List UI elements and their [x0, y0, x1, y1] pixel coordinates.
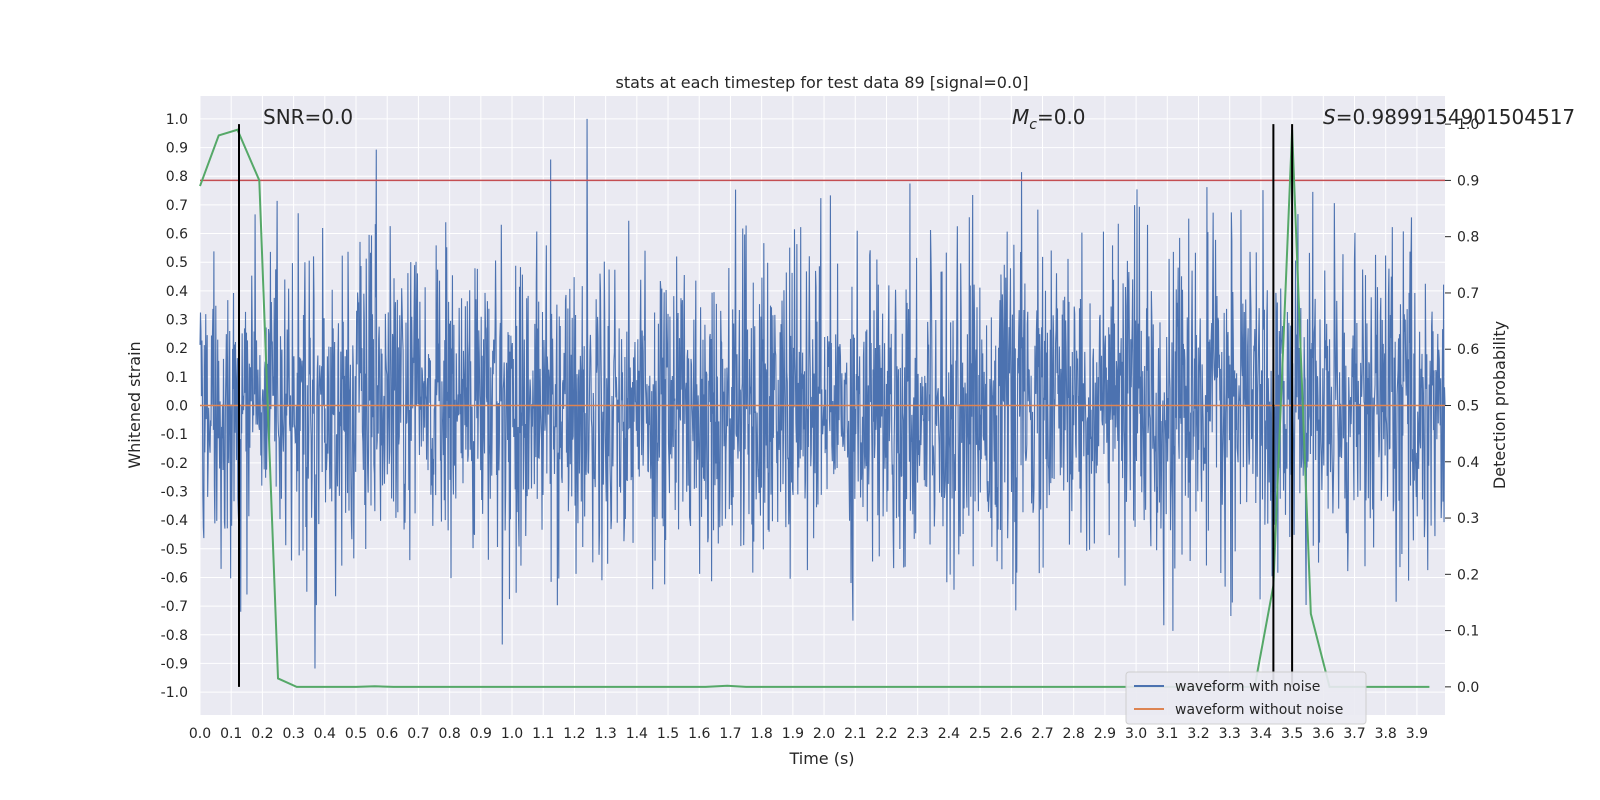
x-tick-label: 1.5 [657, 726, 679, 742]
legend: waveform with noise waveform without noi… [1125, 671, 1367, 725]
y-right-tick-label: 0.6 [1457, 342, 1479, 358]
x-tick-label: 1.2 [563, 726, 585, 742]
y-tick-label: -0.4 [161, 513, 188, 529]
x-tick-label: 2.4 [938, 726, 960, 742]
mc-value: =0.0 [1037, 105, 1086, 129]
y-tick-label: 0.1 [166, 370, 188, 386]
x-tick-label: 1.1 [532, 726, 554, 742]
s-annotation: S=0.9899154901504517 [1323, 105, 1575, 129]
y-tick-label: -0.6 [161, 570, 188, 586]
x-tick-label: 0.1 [220, 726, 242, 742]
x-axis-label: Time (s) [788, 749, 854, 768]
y-tick-label: -1.0 [161, 685, 188, 701]
y-tick-label: -0.5 [161, 542, 188, 558]
s-symbol: S [1323, 105, 1336, 129]
y-tick-label: 0.8 [166, 169, 188, 185]
y-tick-label: -0.3 [161, 484, 188, 500]
x-tick-label: 1.0 [501, 726, 523, 742]
x-tick-label: 1.7 [719, 726, 741, 742]
x-tick-label: 2.1 [844, 726, 866, 742]
x-tick-label: 1.4 [626, 726, 648, 742]
x-tick-label: 2.3 [907, 726, 929, 742]
y-axis-label: Whitened strain [125, 341, 144, 468]
x-tick-label: 0.8 [438, 726, 460, 742]
x-tick-label: 0.6 [376, 726, 398, 742]
x-tick-label: 0.2 [251, 726, 273, 742]
y-right-tick-label: 0.9 [1457, 173, 1479, 189]
y-right-tick-label: 0.7 [1457, 286, 1479, 302]
snr-annotation: SNR=0.0 [263, 105, 353, 129]
s-value: =0.9899154901504517 [1336, 105, 1575, 129]
x-tick-label: 1.8 [751, 726, 773, 742]
y-tick-label: -0.8 [161, 628, 188, 644]
y-right-tick-label: 1.0 [1457, 117, 1479, 133]
y-right-tick-label: 0.5 [1457, 399, 1479, 415]
x-tick-label: 2.0 [813, 726, 835, 742]
ticks-layer: 0.0 0.1 0.2 0.3 0.4 0.5 0.6 0.7 0.8 0.9 1.0 1.1 1.2 1… [161, 112, 1480, 742]
mc-subscript: c [1029, 117, 1037, 133]
x-tick-label: 2.5 [969, 726, 991, 742]
x-tick-label: 3.4 [1250, 726, 1272, 742]
legend-label-clean: waveform without noise [1175, 702, 1343, 718]
y-tick-label: -0.2 [161, 456, 188, 472]
y-tick-label: -0.1 [161, 427, 188, 443]
y-right-tick-label: 0.8 [1457, 230, 1479, 246]
x-tick-label: 3.7 [1343, 726, 1365, 742]
y-tick-label: 0.6 [166, 227, 188, 243]
legend-box [1125, 671, 1367, 725]
x-tick-label: 2.2 [875, 726, 897, 742]
y-right-tick-label: 0.4 [1457, 455, 1479, 471]
y-tick-label: 0.3 [166, 313, 188, 329]
x-tick-label: 2.6 [1000, 726, 1022, 742]
x-tick-label: 3.5 [1281, 726, 1303, 742]
x-tick-label: 3.6 [1312, 726, 1334, 742]
x-tick-label: 0.3 [282, 726, 304, 742]
x-tick-label: 1.6 [688, 726, 710, 742]
y-tick-label: 1.0 [166, 112, 188, 128]
y-tick-label: 0.2 [166, 341, 188, 357]
y-right-tick-label: 0.1 [1457, 624, 1479, 640]
y-tick-label: 0.5 [166, 255, 188, 271]
mc-symbol: M [1012, 105, 1029, 129]
y-right-tick-label: 0.3 [1457, 511, 1479, 527]
y-tick-label: 0.4 [166, 284, 188, 300]
y-tick-label: 0.9 [166, 141, 188, 157]
x-tick-label: 0.0 [189, 726, 211, 742]
x-tick-label: 0.7 [407, 726, 429, 742]
x-tick-label: 3.0 [1125, 726, 1147, 742]
legend-label-noise: waveform with noise [1175, 679, 1320, 695]
y-axis-right-label: Detection probability [1490, 321, 1509, 489]
x-tick-label: 0.5 [345, 726, 367, 742]
x-tick-label: 0.9 [470, 726, 492, 742]
x-tick-label: 1.9 [782, 726, 804, 742]
x-tick-label: 3.1 [1156, 726, 1178, 742]
x-tick-label: 3.3 [1219, 726, 1241, 742]
x-tick-label: 3.8 [1375, 726, 1397, 742]
x-tick-label: 2.8 [1063, 726, 1085, 742]
y-tick-label: -0.7 [161, 599, 188, 615]
mc-annotation: Mc=0.0 [1012, 105, 1086, 133]
y-right-tick-label: 0.0 [1457, 680, 1479, 696]
x-tick-label: 2.7 [1031, 726, 1053, 742]
x-tick-label: 2.9 [1094, 726, 1116, 742]
y-tick-label: 0.7 [166, 198, 188, 214]
series-layer [199, 118, 1446, 688]
x-tick-label: 3.2 [1187, 726, 1209, 742]
y-tick-label: -0.9 [161, 656, 188, 672]
x-tick-label: 0.4 [314, 726, 336, 742]
waveform-with-noise-line [199, 118, 1446, 669]
y-right-tick-label: 0.2 [1457, 567, 1479, 583]
x-tick-label: 1.3 [595, 726, 617, 742]
y-tick-label: 0.0 [166, 399, 188, 415]
chart-title: stats at each timestep for test data 89 … [616, 73, 1029, 92]
x-tick-label: 3.9 [1406, 726, 1428, 742]
